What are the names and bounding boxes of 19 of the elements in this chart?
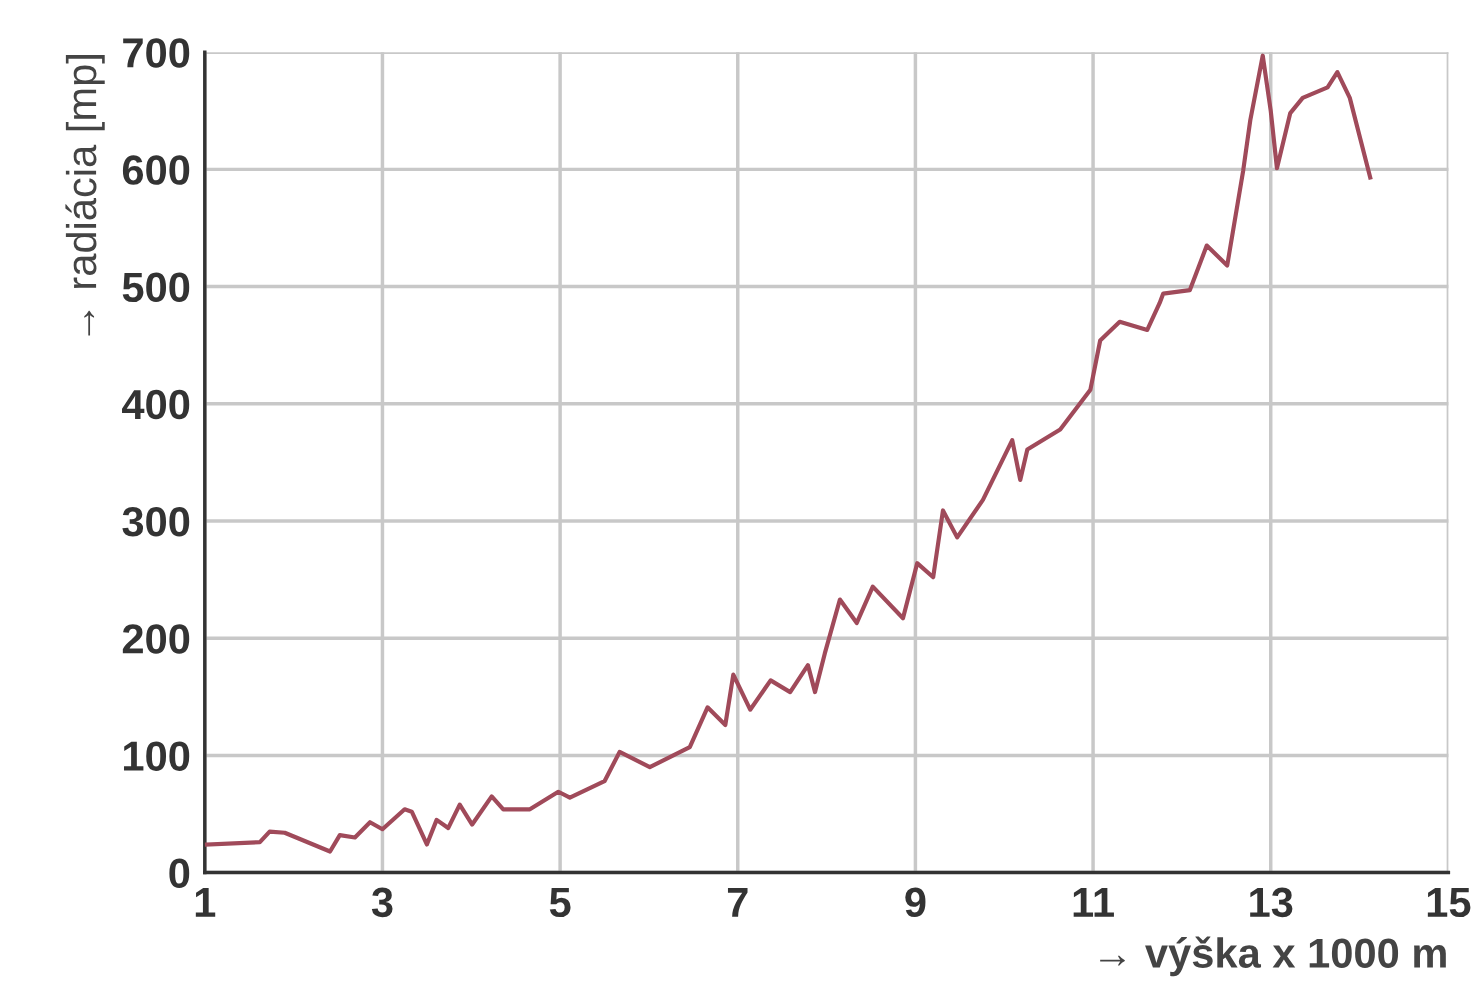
y-tick-label: 200: [122, 624, 190, 654]
x-tick-label: 5: [549, 888, 571, 918]
y-tick-label: 0: [169, 858, 190, 889]
x-tick-label: 13: [1250, 887, 1293, 918]
x-tick-label: 1: [195, 888, 216, 917]
x-tick-label: 9: [905, 887, 926, 918]
x-tick-label: 7: [727, 888, 748, 917]
x-tick-label: 11: [1073, 888, 1114, 917]
y-axis-title: → radiácia [mp]: [65, 55, 105, 336]
line-series: [204, 53, 1373, 854]
y-tick-label: 500: [122, 272, 190, 303]
x-tick-label: 3: [371, 887, 393, 918]
y-tick-label: 700: [123, 38, 190, 68]
x-axis-title: → výška x 1000 m: [1100, 936, 1446, 977]
y-tick-label: 100: [124, 741, 190, 771]
x-tick-label: 15: [1427, 888, 1471, 918]
y-tick-label: 300: [122, 506, 190, 537]
y-tick-label: 600: [122, 155, 190, 185]
y-tick-label: 400: [122, 389, 190, 420]
